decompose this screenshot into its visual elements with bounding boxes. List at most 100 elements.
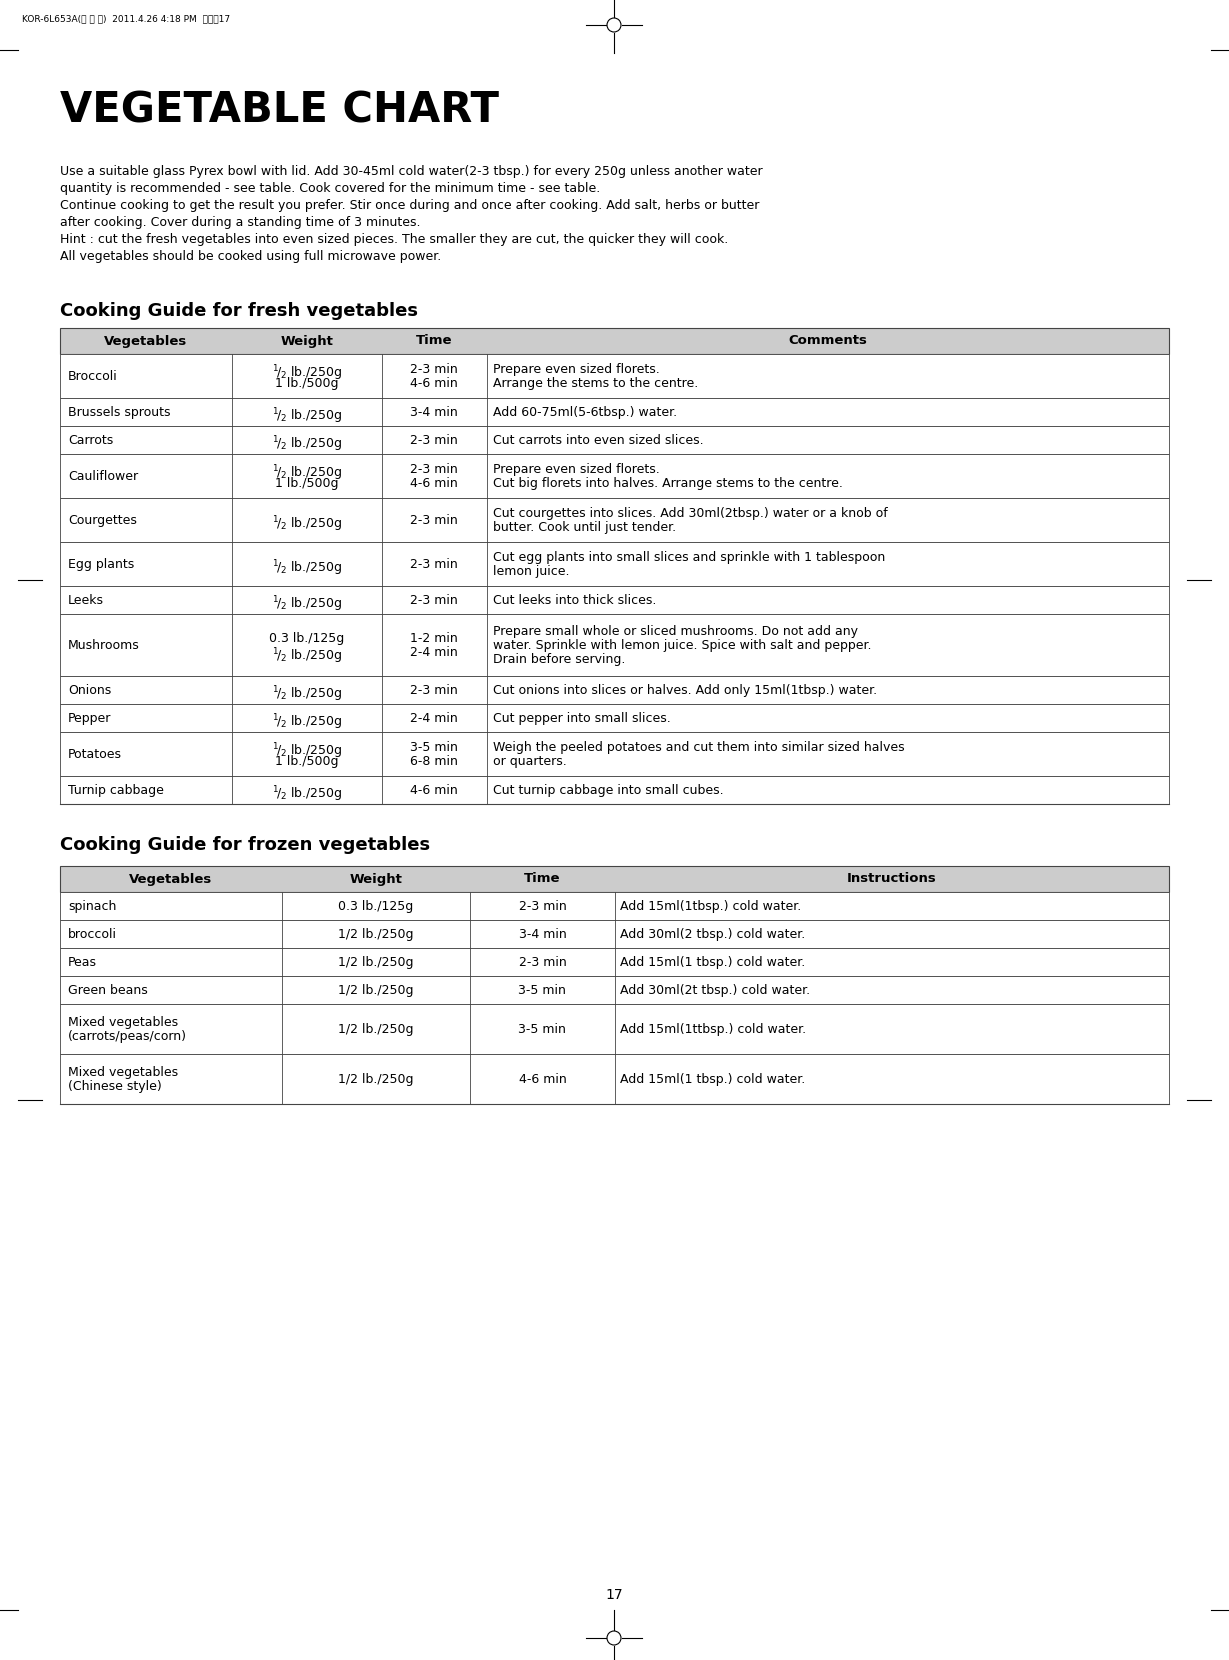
Text: Mushrooms: Mushrooms (68, 639, 140, 652)
Text: 4-6 min: 4-6 min (410, 784, 458, 797)
Text: Cut leeks into thick slices.: Cut leeks into thick slices. (493, 594, 656, 608)
Bar (60, 891, 1169, 920)
Bar (60, 920, 1169, 948)
Text: 17: 17 (605, 1589, 623, 1602)
Text: 4-6 min: 4-6 min (410, 476, 458, 490)
Text: Cut turnip cabbage into small cubes.: Cut turnip cabbage into small cubes. (493, 784, 724, 797)
Text: 1/2 lb./250g: 1/2 lb./250g (338, 956, 414, 969)
Text: Cut big florets into halves. Arrange stems to the centre.: Cut big florets into halves. Arrange ste… (493, 476, 843, 490)
Text: 1 lb./500g: 1 lb./500g (275, 377, 338, 390)
Text: 4-6 min: 4-6 min (410, 377, 458, 390)
Text: Turnip cabbage: Turnip cabbage (68, 784, 163, 797)
Text: Time: Time (524, 873, 560, 885)
Text: Add 15ml(1 tbsp.) cold water.: Add 15ml(1 tbsp.) cold water. (621, 1072, 806, 1086)
Text: 2-3 min: 2-3 min (410, 558, 458, 571)
Text: $^1\!/_2$ lb./250g: $^1\!/_2$ lb./250g (272, 594, 342, 614)
Bar (60, 586, 1169, 614)
Text: broccoli: broccoli (68, 928, 117, 941)
Text: Green beans: Green beans (68, 984, 147, 998)
Text: $^1\!/_2$ lb./250g: $^1\!/_2$ lb./250g (272, 407, 342, 425)
Text: 4-6 min: 4-6 min (519, 1072, 567, 1086)
Text: $^1\!/_2$ lb./250g: $^1\!/_2$ lb./250g (272, 515, 342, 533)
Text: 2-3 min: 2-3 min (410, 684, 458, 697)
Text: Continue cooking to get the result you prefer. Stir once during and once after c: Continue cooking to get the result you p… (60, 199, 760, 212)
Text: Use a suitable glass Pyrex bowl with lid. Add 30-45ml cold water(2-3 tbsp.) for : Use a suitable glass Pyrex bowl with lid… (60, 164, 763, 178)
Bar (60, 976, 1169, 1004)
Text: Arrange the stems to the centre.: Arrange the stems to the centre. (493, 377, 698, 390)
Text: Hint : cut the fresh vegetables into even sized pieces. The smaller they are cut: Hint : cut the fresh vegetables into eve… (60, 232, 729, 246)
Text: 3-4 min: 3-4 min (410, 407, 458, 418)
Text: Prepare small whole or sliced mushrooms. Do not add any: Prepare small whole or sliced mushrooms.… (493, 626, 858, 637)
Text: Cooking Guide for fresh vegetables: Cooking Guide for fresh vegetables (60, 302, 418, 320)
Text: Potatoes: Potatoes (68, 749, 122, 760)
Text: $^1\!/_2$ lb./250g: $^1\!/_2$ lb./250g (272, 558, 342, 578)
Text: Onions: Onions (68, 684, 112, 697)
Text: 6-8 min: 6-8 min (410, 755, 458, 769)
Text: 3-4 min: 3-4 min (519, 928, 567, 941)
Text: KOR-6L653A(엽 기 본)  2011.4.26 4:18 PM  페이직17: KOR-6L653A(엽 기 본) 2011.4.26 4:18 PM 페이직1… (22, 13, 230, 23)
Text: $^1\!/_2$ lb./250g: $^1\!/_2$ lb./250g (272, 740, 342, 760)
Text: $^1\!/_2$ lb./250g: $^1\!/_2$ lb./250g (272, 463, 342, 483)
Text: Time: Time (417, 335, 452, 347)
Text: Comments: Comments (789, 335, 868, 347)
Text: Weigh the peeled potatoes and cut them into similar sized halves: Weigh the peeled potatoes and cut them i… (493, 740, 905, 754)
Text: (carrots/peas/corn): (carrots/peas/corn) (68, 1029, 187, 1042)
Text: Cut courgettes into slices. Add 30ml(2tbsp.) water or a knob of: Cut courgettes into slices. Add 30ml(2tb… (493, 506, 887, 520)
Text: water. Sprinkle with lemon juice. Spice with salt and pepper.: water. Sprinkle with lemon juice. Spice … (493, 639, 871, 652)
Text: Instructions: Instructions (847, 873, 936, 885)
Bar (60, 676, 1169, 704)
Text: quantity is recommended - see table. Cook covered for the minimum time - see tab: quantity is recommended - see table. Coo… (60, 183, 600, 194)
Bar (60, 948, 1169, 976)
Text: 3-5 min: 3-5 min (410, 740, 458, 754)
Text: Add 30ml(2 tbsp.) cold water.: Add 30ml(2 tbsp.) cold water. (621, 928, 806, 941)
Text: 2-4 min: 2-4 min (410, 712, 458, 725)
Text: Prepare even sized florets.: Prepare even sized florets. (493, 463, 660, 476)
Text: $^1\!/_2$ lb./250g: $^1\!/_2$ lb./250g (272, 364, 342, 382)
Bar (60, 732, 1169, 775)
Text: Cauliflower: Cauliflower (68, 470, 138, 483)
Text: Vegetables: Vegetables (104, 335, 188, 347)
Text: 1/2 lb./250g: 1/2 lb./250g (338, 928, 414, 941)
Text: 0.3 lb./125g: 0.3 lb./125g (269, 632, 344, 646)
Text: Drain before serving.: Drain before serving. (493, 652, 626, 666)
Text: (Chinese style): (Chinese style) (68, 1081, 162, 1092)
Text: 2-3 min: 2-3 min (410, 594, 458, 608)
Text: Leeks: Leeks (68, 594, 104, 608)
Text: 1 lb./500g: 1 lb./500g (275, 755, 338, 769)
Bar (60, 867, 1169, 891)
Text: Add 15ml(1tbsp.) cold water.: Add 15ml(1tbsp.) cold water. (621, 900, 801, 913)
Bar (60, 543, 1169, 586)
Text: 1 lb./500g: 1 lb./500g (275, 476, 338, 490)
Text: Pepper: Pepper (68, 712, 112, 725)
Bar (60, 398, 1169, 427)
Text: VEGETABLE CHART: VEGETABLE CHART (60, 90, 499, 133)
Text: 0.3 lb./125g: 0.3 lb./125g (338, 900, 414, 913)
Text: 2-3 min: 2-3 min (410, 515, 458, 526)
Text: Carrots: Carrots (68, 433, 113, 447)
Text: 2-3 min: 2-3 min (410, 433, 458, 447)
Text: butter. Cook until just tender.: butter. Cook until just tender. (493, 521, 676, 535)
Bar (60, 329, 1169, 354)
Text: Courgettes: Courgettes (68, 515, 136, 526)
Bar (60, 775, 1169, 803)
Text: $^1\!/_2$ lb./250g: $^1\!/_2$ lb./250g (272, 646, 342, 666)
Text: Cut onions into slices or halves. Add only 15ml(1tbsp.) water.: Cut onions into slices or halves. Add on… (493, 684, 878, 697)
Text: Brussels sprouts: Brussels sprouts (68, 407, 171, 418)
Text: Mixed vegetables: Mixed vegetables (68, 1016, 178, 1029)
Text: Prepare even sized florets.: Prepare even sized florets. (493, 364, 660, 377)
Bar (60, 614, 1169, 676)
Text: Add 15ml(1ttbsp.) cold water.: Add 15ml(1ttbsp.) cold water. (621, 1023, 806, 1036)
Text: Add 15ml(1 tbsp.) cold water.: Add 15ml(1 tbsp.) cold water. (621, 956, 806, 969)
Text: Cut pepper into small slices.: Cut pepper into small slices. (493, 712, 671, 725)
Text: Weight: Weight (280, 335, 333, 347)
Text: 1-2 min: 1-2 min (410, 632, 458, 646)
Bar (60, 498, 1169, 543)
Text: Cooking Guide for frozen vegetables: Cooking Guide for frozen vegetables (60, 837, 430, 853)
Text: $^1\!/_2$ lb./250g: $^1\!/_2$ lb./250g (272, 712, 342, 732)
Text: $^1\!/_2$ lb./250g: $^1\!/_2$ lb./250g (272, 433, 342, 453)
Text: 2-4 min: 2-4 min (410, 646, 458, 659)
Bar (60, 354, 1169, 398)
Text: Cut egg plants into small slices and sprinkle with 1 tablespoon: Cut egg plants into small slices and spr… (493, 551, 885, 564)
Text: Weight: Weight (349, 873, 403, 885)
Bar (60, 453, 1169, 498)
